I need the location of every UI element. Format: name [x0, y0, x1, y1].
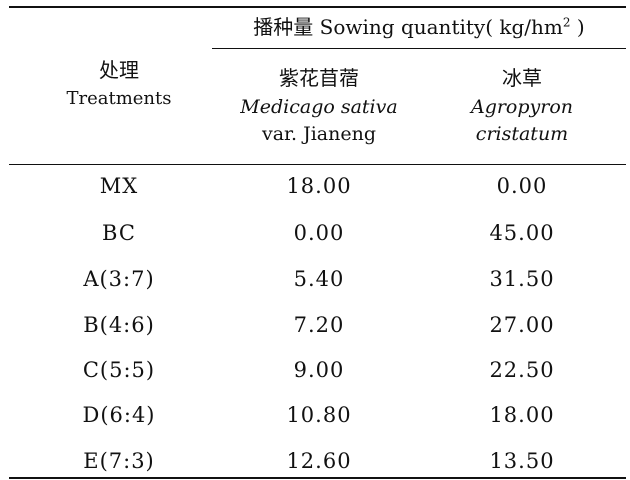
medicago-value-cell: 9.00 — [293, 358, 345, 382]
treatment-header-zh: 处理 — [99, 58, 139, 82]
sowing-quantity-label: 播种量 Sowing quantity — [253, 15, 486, 39]
treatment-cell: A(3:7) — [83, 267, 155, 291]
medicago-header-zh: 紫花苜蓿 — [279, 66, 359, 90]
table-bottom-rule — [9, 477, 626, 479]
header-bottom-rule — [9, 164, 626, 165]
unit-close: ) — [570, 15, 585, 39]
agropyron-value-cell: 13.50 — [489, 449, 555, 473]
medicago-value-cell: 0.00 — [293, 221, 345, 245]
agropyron-header-latin-2: cristatum — [475, 123, 569, 145]
treatment-cell: B(4:6) — [83, 313, 155, 337]
medicago-header-latin: Medicago sativa — [240, 96, 398, 118]
agropyron-value-cell: 45.00 — [489, 221, 555, 245]
agropyron-value-cell: 18.00 — [489, 403, 555, 427]
agropyron-value-cell: 22.50 — [489, 358, 555, 382]
treatment-cell: D(6:4) — [82, 403, 156, 427]
header-span-rule — [212, 48, 626, 49]
medicago-value-cell: 7.20 — [293, 313, 345, 337]
medicago-value-cell: 5.40 — [293, 267, 345, 291]
treatment-cell: MX — [99, 174, 139, 198]
medicago-value-cell: 10.80 — [286, 403, 352, 427]
treatment-cell: C(5:5) — [82, 358, 156, 382]
unit-open: ( kg/hm — [485, 15, 563, 39]
agropyron-value-cell: 31.50 — [489, 267, 555, 291]
agropyron-header-zh: 冰草 — [502, 66, 542, 90]
medicago-header-variety: var. Jianeng — [261, 123, 377, 145]
unit-superscript: 2 — [562, 15, 571, 30]
treatment-cell: BC — [102, 221, 136, 245]
medicago-value-cell: 18.00 — [286, 174, 352, 198]
agropyron-value-cell: 27.00 — [489, 313, 555, 337]
medicago-value-cell: 12.60 — [286, 449, 352, 473]
table-top-rule — [9, 6, 626, 8]
agropyron-value-cell: 0.00 — [496, 174, 548, 198]
sowing-quantity-header: 播种量 Sowing quantity( kg/hm2 ) — [212, 13, 626, 41]
treatment-cell: E(7:3) — [83, 449, 155, 473]
treatment-header-en: Treatments — [66, 88, 172, 109]
agropyron-header-latin-1: Agropyron — [470, 96, 574, 118]
